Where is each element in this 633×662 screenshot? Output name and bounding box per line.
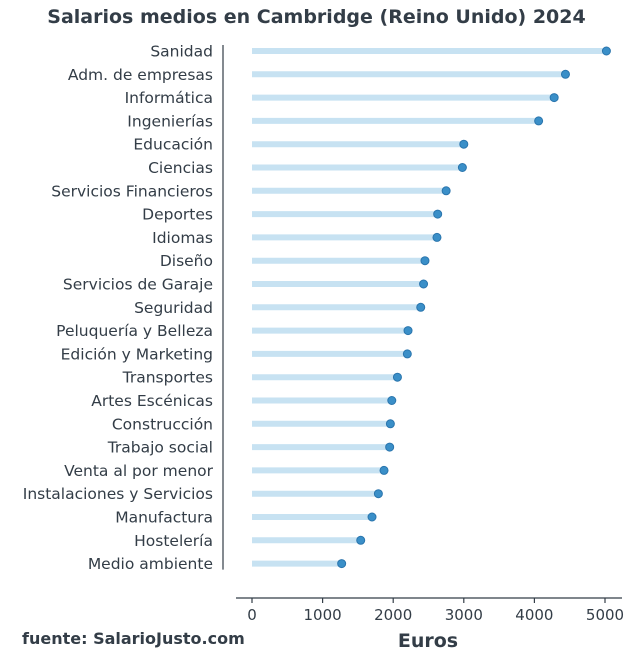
data-point [403, 326, 413, 336]
data-point [457, 163, 467, 172]
category-label: Peluquería y Belleza [56, 322, 213, 340]
category-label: Servicios de Garaje [63, 276, 213, 294]
category-label: Edición y Marketing [61, 345, 213, 363]
bars-layer [252, 48, 607, 567]
category-label: Adm. de empresas [68, 66, 213, 84]
category-label: Sanidad [150, 43, 213, 61]
category-label: Educación [133, 136, 213, 154]
data-point [337, 559, 347, 569]
data-point [432, 232, 442, 242]
data-point [459, 139, 469, 149]
category-label: Deportes [142, 206, 213, 224]
data-point [385, 419, 395, 429]
data-point [392, 372, 402, 382]
data-point [402, 349, 412, 359]
category-label: Trabajo social [107, 439, 213, 457]
data-point [379, 465, 389, 475]
category-label: Seguridad [134, 299, 213, 317]
data-point [367, 512, 377, 522]
data-point [441, 186, 451, 196]
data-point [601, 46, 611, 56]
data-point [534, 116, 544, 126]
x-tick-label: 4000 [515, 606, 553, 624]
data-point [549, 93, 559, 103]
data-point [373, 489, 383, 499]
data-point [385, 442, 395, 452]
x-ticks: 0 1000 2000 3000 4000 5000 [247, 598, 624, 624]
category-label: Construcción [112, 415, 213, 433]
data-point [416, 302, 426, 312]
category-label: Informática [125, 89, 213, 107]
category-label: Ingenierías [127, 112, 213, 130]
category-label: Hostelería [134, 532, 213, 550]
category-label: Ciencias [148, 159, 213, 177]
data-point [560, 69, 570, 79]
category-label: Instalaciones y Servicios [23, 485, 213, 503]
x-axis-title: Euros [398, 630, 458, 652]
category-label: Artes Escénicas [91, 392, 213, 410]
data-point [433, 209, 443, 219]
chart-title: Salarios medios en Cambridge (Reino Unid… [47, 6, 586, 28]
x-tick-label: 0 [247, 606, 257, 624]
category-label: Servicios Financieros [51, 182, 213, 200]
category-label: Diseño [160, 252, 213, 270]
data-point [387, 396, 397, 405]
x-tick-label: 1000 [304, 606, 342, 624]
source-note: fuente: SalarioJusto.com [22, 629, 245, 648]
category-label: Idiomas [152, 229, 213, 247]
category-label: Transportes [122, 369, 213, 387]
data-point [356, 535, 366, 545]
x-tick-label: 5000 [586, 606, 624, 624]
data-point [419, 279, 429, 289]
category-label: Venta al por menor [64, 462, 214, 480]
x-tick-label: 3000 [445, 606, 483, 624]
category-label: Medio ambiente [88, 555, 213, 573]
x-tick-label: 2000 [374, 606, 412, 624]
data-point [420, 256, 430, 266]
category-label: Manufactura [115, 509, 213, 527]
category-labels: Sanidad Adm. de empresas Informática Ingeni… [23, 43, 214, 574]
dots-layer [337, 46, 611, 569]
